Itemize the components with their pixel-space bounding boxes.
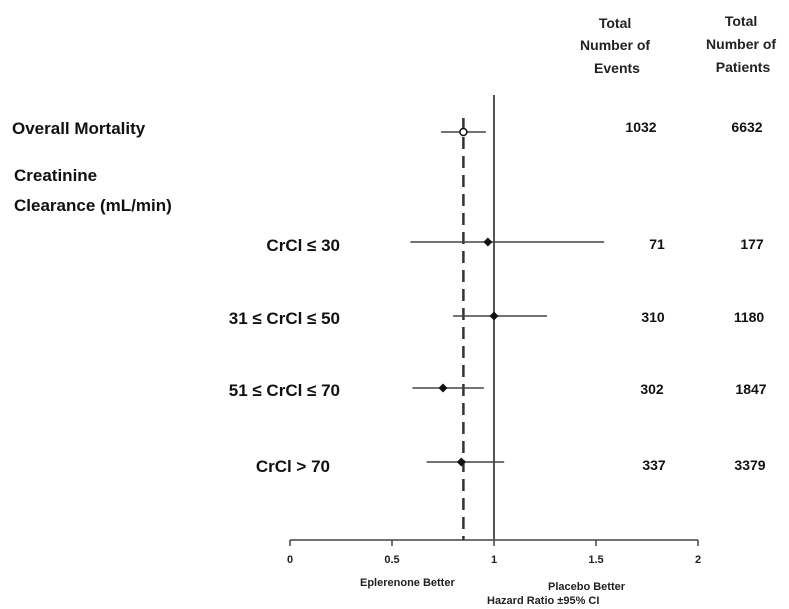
hazard-ratio-marker — [483, 237, 493, 247]
x-tick-label: 0.5 — [384, 554, 399, 566]
subgroup-patients-value: 1180 — [734, 309, 765, 325]
subgroup-events-value: 310 — [641, 309, 665, 325]
hazard-ratio-marker — [459, 127, 468, 137]
eplerenone-better-note: Eplerenone Better — [360, 577, 455, 589]
x-tick-label: 1 — [491, 554, 497, 566]
subgroup-events-value: 337 — [642, 457, 666, 473]
x-tick-label: 1.5 — [588, 554, 603, 566]
subgroup-events-value: 71 — [649, 236, 665, 252]
subgroup-label: CrCl > 70 — [256, 457, 330, 476]
overall-patients-value: 6632 — [731, 119, 762, 135]
overall-events-value: 1032 — [625, 119, 656, 135]
events-column-header: Total Number of Events — [580, 15, 654, 76]
x-axis-label: Hazard Ratio ±95% CI — [487, 595, 599, 607]
hazard-ratio-marker — [456, 457, 466, 467]
patients-column-header: Total Number of Patients — [706, 13, 780, 75]
placebo-better-note: Placebo Better — [548, 581, 626, 593]
hazard-ratio-marker — [438, 383, 448, 393]
subgroup-patients-value: 177 — [740, 236, 764, 252]
subgroup-label: CrCl ≤ 30 — [266, 236, 340, 255]
subgroup-patients-value: 3379 — [734, 457, 765, 473]
subgroup-label: 51 ≤ CrCl ≤ 70 — [229, 381, 340, 400]
plot-area — [289, 95, 699, 546]
x-tick-label: 0 — [287, 554, 293, 566]
subgroup-events-value: 302 — [640, 381, 664, 397]
subgroup-label: 31 ≤ CrCl ≤ 50 — [229, 309, 340, 328]
creatinine-clearance-heading: Creatinine Clearance (mL/min) — [14, 166, 172, 215]
x-tick-label: 2 — [695, 554, 701, 566]
overall-mortality-label: Overall Mortality — [12, 119, 146, 138]
hazard-ratio-marker — [489, 311, 499, 321]
subgroup-patients-value: 1847 — [735, 381, 766, 397]
